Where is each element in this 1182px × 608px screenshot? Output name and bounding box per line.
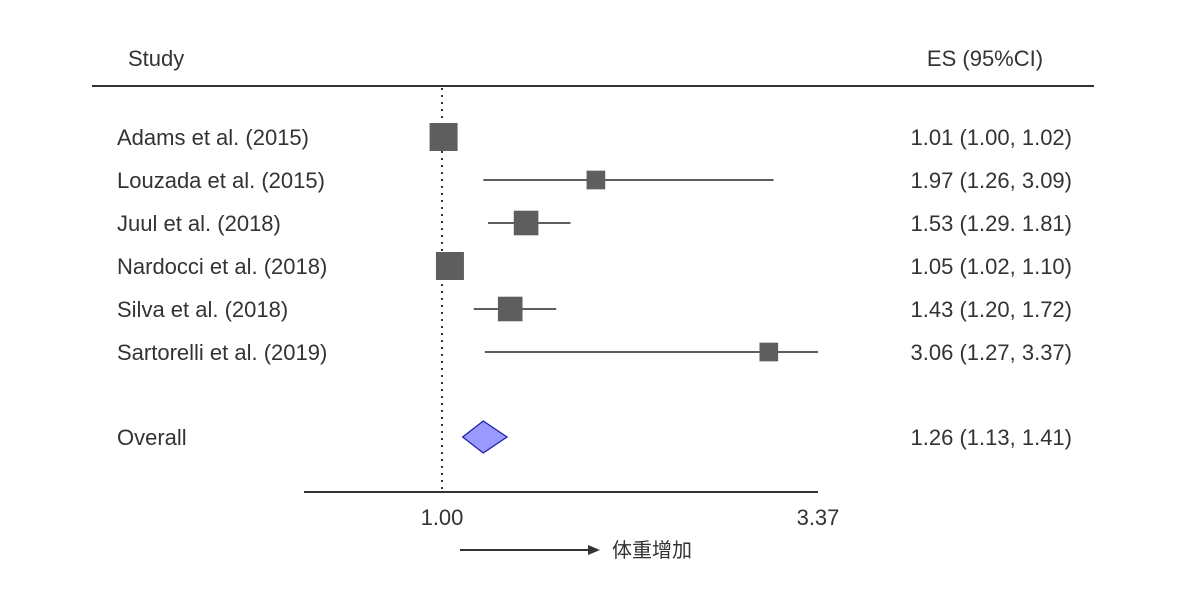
study-name: Adams et al. (2015) [117,125,309,150]
study-es-label: 1.97 (1.26, 3.09) [911,168,1072,193]
direction-arrow-head [588,545,600,555]
study-name: Sartorelli et al. (2019) [117,340,327,365]
header-es-label: ES (95%CI) [927,46,1043,71]
study-es-label: 1.01 (1.00, 1.02) [911,125,1072,150]
study-name: Silva et al. (2018) [117,297,288,322]
study-point-marker [513,210,539,236]
study-name: Nardocci et al. (2018) [117,254,327,279]
header-study-label: Study [128,46,184,71]
overall-es-label: 1.26 (1.13, 1.41) [911,425,1072,450]
x-tick-label: 3.37 [797,505,840,530]
x-tick-label: 1.00 [421,505,464,530]
study-point-marker [429,123,458,151]
overall-diamond [461,420,509,454]
study-es-label: 1.53 (1.29. 1.81) [911,211,1072,236]
study-name: Louzada et al. (2015) [117,168,325,193]
study-point-marker [497,296,523,322]
overall-label: Overall [117,425,187,450]
study-point-marker [586,170,606,190]
study-point-marker [759,342,779,362]
study-name: Juul et al. (2018) [117,211,281,236]
direction-label: 体重增加 [612,538,692,562]
study-es-label: 1.05 (1.02, 1.10) [911,254,1072,279]
study-es-label: 3.06 (1.27, 3.37) [911,340,1072,365]
study-point-marker [435,252,464,280]
study-es-label: 1.43 (1.20, 1.72) [911,297,1072,322]
